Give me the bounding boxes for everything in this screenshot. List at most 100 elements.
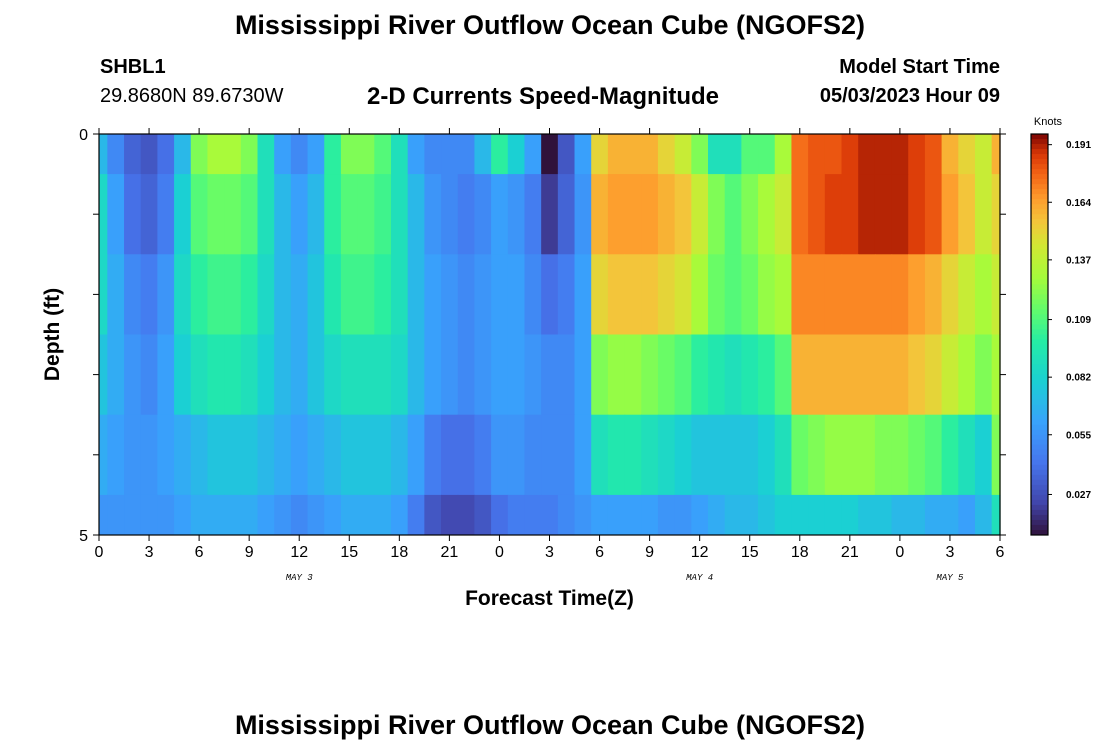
heatmap-cell xyxy=(991,174,1001,255)
heatmap-cell xyxy=(908,334,926,416)
heatmap-cell xyxy=(174,414,192,496)
colorbar-segment xyxy=(1031,169,1048,175)
heatmap-cell xyxy=(708,134,726,175)
heatmap-cell xyxy=(507,134,526,175)
colorbar-segment xyxy=(1031,444,1048,451)
heatmap-cell xyxy=(607,174,626,255)
heatmap-cell xyxy=(657,334,676,416)
heatmap-cell xyxy=(557,134,576,175)
heatmap-cell xyxy=(457,334,476,416)
colorbar: Knots 0.191 0.164 0.137 0.109 0.082 0.055 0.027 xyxy=(1030,116,1091,536)
heatmap-cell xyxy=(657,494,676,536)
heatmap-cell xyxy=(924,134,943,175)
colorbar-segment xyxy=(1031,149,1048,155)
heatmap-cell xyxy=(107,494,125,536)
heatmap-cell xyxy=(390,494,409,536)
heatmap-cell xyxy=(724,134,742,175)
heatmap-cell xyxy=(774,494,793,536)
heatmap-cell xyxy=(841,414,859,496)
colorbar-segment xyxy=(1031,399,1048,406)
heatmap-cell xyxy=(140,174,158,255)
colorbar-segment xyxy=(1031,254,1048,260)
colorbar-segment xyxy=(1031,419,1048,426)
colorbar-segment xyxy=(1031,409,1048,416)
heatmap-cell xyxy=(891,494,909,536)
heatmap-cell xyxy=(791,254,809,335)
colorbar-segment xyxy=(1031,314,1048,320)
heatmap-cell xyxy=(124,254,142,335)
heatmap-cell xyxy=(891,174,909,255)
heatmap-cell xyxy=(407,334,425,416)
heatmap-cell xyxy=(124,414,142,496)
heatmap-cell xyxy=(824,174,843,255)
colorbar-segment xyxy=(1031,324,1048,330)
heatmap-cell xyxy=(624,254,642,335)
heatmap-cell xyxy=(457,134,476,175)
colorbar-segment xyxy=(1031,284,1048,290)
heatmap-cell xyxy=(324,174,342,255)
heatmap-cell xyxy=(457,414,476,496)
heatmap-cell xyxy=(607,414,626,496)
heatmap-cell xyxy=(407,414,425,496)
heatmap-cell xyxy=(441,254,459,335)
heatmap-cell xyxy=(290,174,309,255)
colorbar-segment xyxy=(1031,234,1048,240)
heatmap-cell xyxy=(591,494,609,536)
heatmap-cell xyxy=(557,174,576,255)
heatmap-cell xyxy=(257,134,275,175)
heatmap-cell xyxy=(107,334,125,416)
heatmap-cell xyxy=(958,334,976,416)
heatmap-cell xyxy=(974,254,993,335)
heatmap-cell xyxy=(941,414,959,496)
heatmap-cell xyxy=(99,414,108,496)
heatmap-cell xyxy=(390,174,409,255)
x-tick-label: 9 xyxy=(645,544,654,561)
heatmap-cell xyxy=(641,414,659,496)
day-label: MAY 5 xyxy=(936,573,964,583)
heatmap-cell xyxy=(591,134,609,175)
heatmap-cells xyxy=(99,134,1001,536)
heatmap-cell xyxy=(824,334,843,416)
heatmap-cell xyxy=(691,174,709,255)
colorbar-segment xyxy=(1031,514,1048,521)
heatmap-cell xyxy=(474,254,492,335)
heatmap-cell xyxy=(541,334,559,416)
heatmap-cell xyxy=(674,334,692,416)
heatmap-cell xyxy=(824,134,843,175)
heatmap-cell xyxy=(374,494,392,536)
heatmap-cell xyxy=(724,494,742,536)
heatmap-cell xyxy=(140,254,158,335)
heatmap-cell xyxy=(741,494,759,536)
heatmap-cell xyxy=(224,134,242,175)
model-start-label: Model Start Time xyxy=(839,56,1000,78)
colorbar-segment xyxy=(1031,239,1048,245)
x-tick-label: 15 xyxy=(340,544,358,561)
heatmap-cell xyxy=(824,254,843,335)
heatmap-cell xyxy=(758,414,776,496)
heatmap-cell xyxy=(574,414,592,496)
heatmap-cell xyxy=(574,334,592,416)
colorbar-segment xyxy=(1031,229,1048,235)
heatmap-cell xyxy=(157,134,175,175)
heatmap-cell xyxy=(958,134,976,175)
heatmap-cell xyxy=(224,494,242,536)
heatmap-cell xyxy=(190,174,209,255)
colorbar-segment xyxy=(1031,469,1048,476)
heatmap-cell xyxy=(140,134,158,175)
heatmap-cell xyxy=(324,494,342,536)
colorbar-segment xyxy=(1031,269,1048,275)
heatmap-cell xyxy=(791,134,809,175)
heatmap-cell xyxy=(374,134,392,175)
heatmap-cell xyxy=(257,494,275,536)
heatmap-cell xyxy=(974,174,993,255)
heatmap-cell xyxy=(474,174,492,255)
heatmap-cell xyxy=(691,334,709,416)
heatmap-cell xyxy=(524,494,542,536)
heatmap-cell xyxy=(708,254,726,335)
colorbar-segment xyxy=(1031,164,1048,170)
heatmap-cell xyxy=(207,134,225,175)
heatmap-cell xyxy=(891,254,909,335)
heatmap-cell xyxy=(324,254,342,335)
heatmap-cell xyxy=(657,414,676,496)
colorbar-segment xyxy=(1031,424,1048,431)
